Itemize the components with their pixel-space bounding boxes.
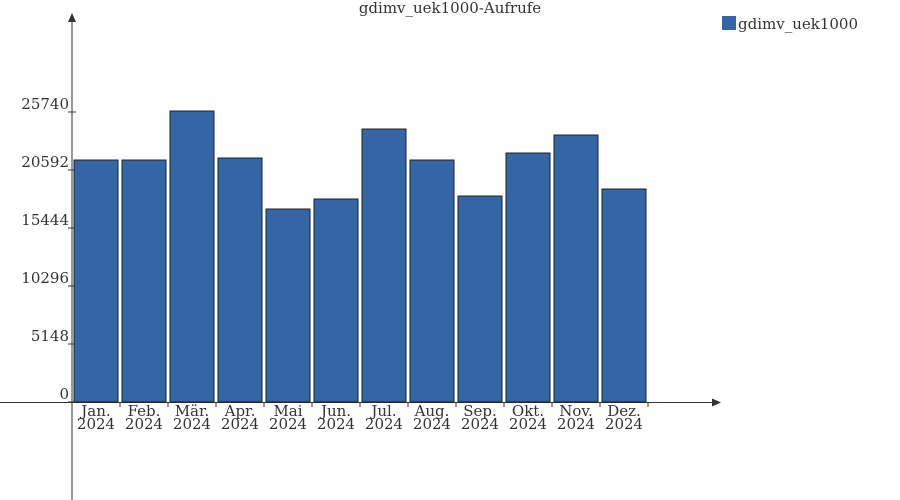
legend-swatch (722, 16, 736, 30)
x-tick-label: Jul. 2024 (365, 402, 403, 433)
chart-title: gdimv_uek1000-Aufrufe (359, 0, 541, 17)
x-axis-arrow (712, 398, 721, 407)
bar (601, 188, 647, 403)
bar (265, 208, 311, 403)
y-tick-label: 10296 (21, 269, 69, 287)
y-tick-label: 25740 (21, 95, 69, 113)
legend-label: gdimv_uek1000 (738, 15, 858, 33)
x-tick-label: Sep. 2024 (461, 402, 499, 433)
x-tick-label: Nov. 2024 (557, 402, 595, 433)
x-tick-label: Feb. 2024 (125, 402, 163, 433)
bar (361, 128, 407, 403)
bar (313, 198, 359, 403)
x-tick-label: Okt. 2024 (509, 402, 547, 433)
x-tick-label: Mär. 2024 (173, 402, 211, 433)
y-tick-label: 0 (59, 385, 69, 403)
bar (409, 159, 455, 403)
y-tick-label: 5148 (31, 327, 69, 345)
bar (217, 157, 263, 403)
y-tick-label: 15444 (21, 211, 69, 229)
x-tick-label: Jan. 2024 (77, 402, 115, 433)
y-tick-label: 20592 (21, 153, 69, 171)
x-tick-label: Apr. 2024 (221, 402, 259, 433)
bar (553, 134, 599, 403)
bar (121, 159, 167, 403)
bar (169, 110, 215, 403)
x-tick-label: Jun. 2024 (317, 402, 355, 433)
y-axis-arrow (68, 13, 76, 22)
bar (457, 195, 503, 403)
x-tick-label: Mai 2024 (269, 402, 307, 433)
x-tick-label: Dez. 2024 (605, 402, 643, 433)
bar (73, 159, 119, 403)
bar (505, 152, 551, 403)
x-tick-label: Aug. 2024 (413, 402, 451, 433)
